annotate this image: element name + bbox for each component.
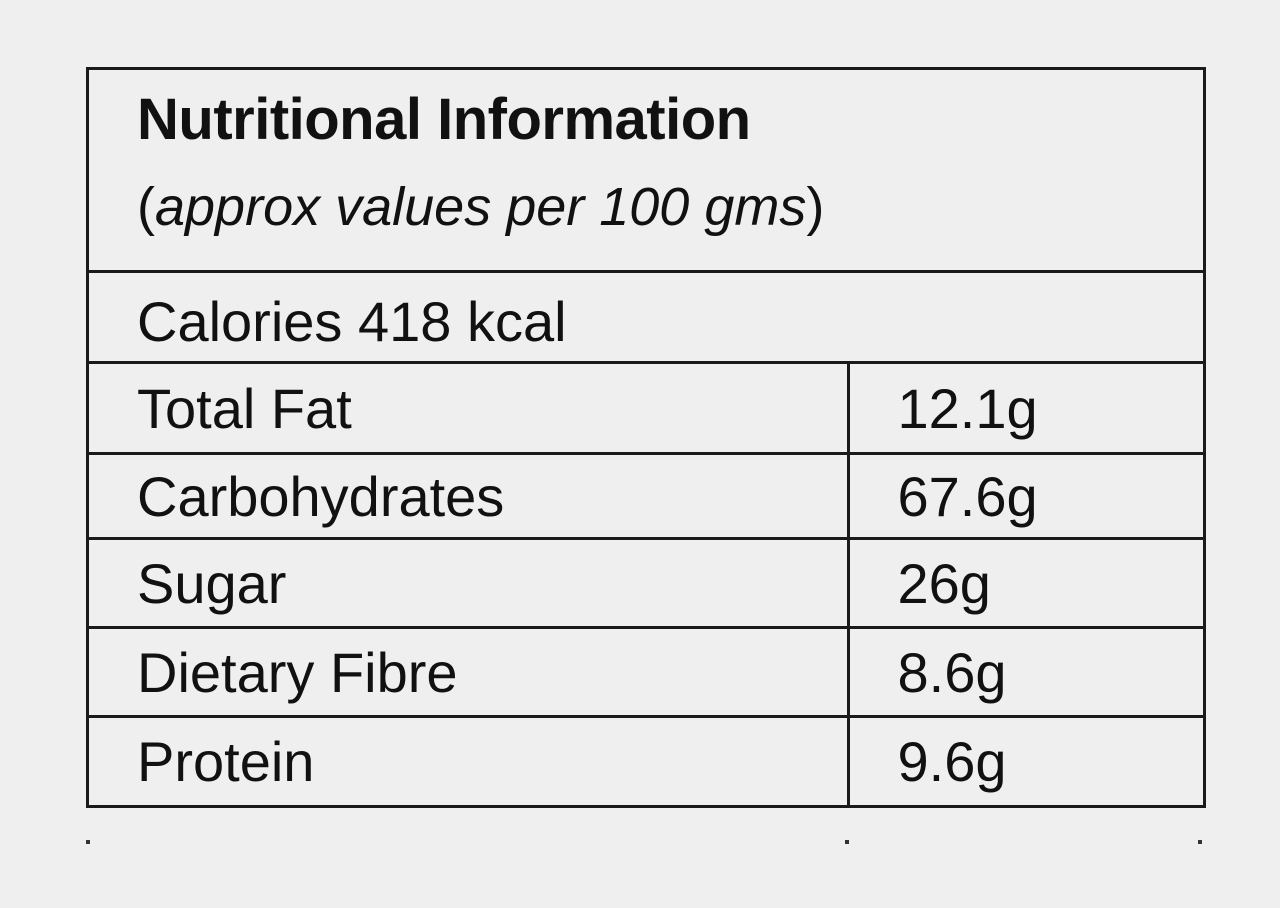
- nutrient-row-protein: Protein 9.6g: [89, 716, 1203, 805]
- panel-subtitle: (approx values per 100 gms): [137, 176, 824, 238]
- nutrient-value: 26g: [897, 551, 991, 615]
- nutrient-value: 8.6g: [897, 640, 1007, 704]
- nutrient-name: Dietary Fibre: [89, 627, 850, 717]
- nutrient-value: 67.6g: [897, 464, 1038, 528]
- nutrient-value: 9.6g: [897, 730, 1007, 793]
- divider-dot: [845, 840, 849, 844]
- nutrient-name: Protein: [89, 716, 850, 805]
- subtitle-open-paren: (: [137, 177, 155, 237]
- nutrient-row-dietary-fibre: Dietary Fibre 8.6g: [89, 627, 1203, 717]
- panel-title: Nutritional Information: [137, 87, 751, 152]
- nutrition-header: Nutritional Information (approx values p…: [89, 70, 1203, 273]
- nutrient-name: Total Fat: [89, 364, 850, 454]
- nutrition-panel: Nutritional Information (approx values p…: [86, 67, 1206, 808]
- nutrient-row-carbohydrates: Carbohydrates 67.6g: [89, 453, 1203, 539]
- divider-dot: [86, 840, 90, 844]
- nutrient-name: Carbohydrates: [89, 453, 850, 539]
- nutrient-row-total-fat: Total Fat 12.1g: [89, 364, 1203, 454]
- calories-row: Calories 418 kcal: [89, 273, 1203, 364]
- nutrients-table: Total Fat 12.1g Carbohydrates 67.6g Suga…: [89, 364, 1203, 805]
- nutrient-name: Sugar: [89, 538, 850, 628]
- nutrient-value: 12.1g: [897, 376, 1038, 440]
- nutrient-row-sugar: Sugar 26g: [89, 538, 1203, 628]
- calories-text: Calories 418 kcal: [137, 290, 567, 353]
- subtitle-text: approx values per 100 gms: [154, 177, 807, 237]
- divider-dot: [1198, 840, 1202, 844]
- subtitle-close-paren: ): [806, 177, 825, 237]
